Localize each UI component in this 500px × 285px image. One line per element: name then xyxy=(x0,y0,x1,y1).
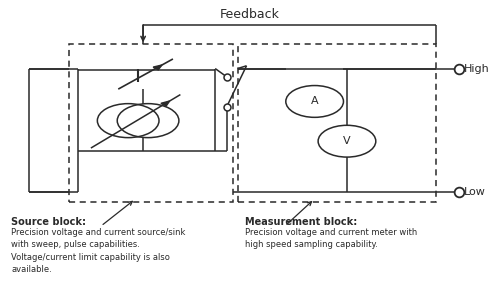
Text: Source block:: Source block: xyxy=(12,217,86,227)
Text: Precision voltage and current source/sink
with sweep, pulse capabilities.
Voltag: Precision voltage and current source/sin… xyxy=(12,227,186,274)
Text: Precision voltage and current meter with
high speed sampling capability.: Precision voltage and current meter with… xyxy=(245,227,418,249)
Bar xyxy=(238,44,436,201)
Text: High: High xyxy=(464,64,489,74)
Polygon shape xyxy=(153,65,162,70)
Text: Measurement block:: Measurement block: xyxy=(245,217,358,227)
Text: Low: Low xyxy=(464,187,485,197)
Text: V: V xyxy=(343,136,351,146)
Bar xyxy=(68,44,232,201)
Text: A: A xyxy=(311,96,318,106)
Text: Feedback: Feedback xyxy=(220,8,280,21)
Polygon shape xyxy=(161,101,170,106)
